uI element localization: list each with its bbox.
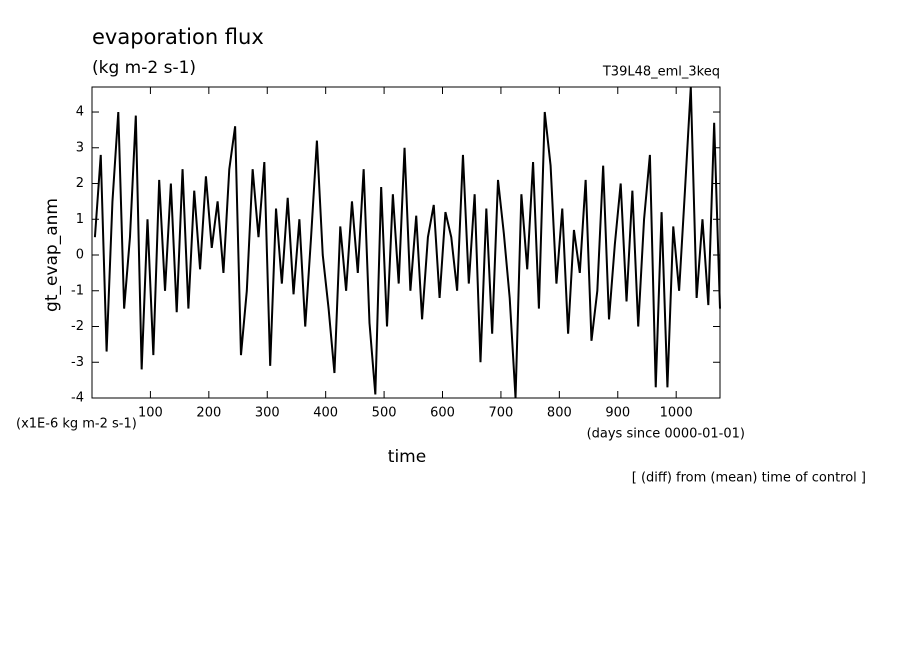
x-tick-label: 400 <box>313 406 338 421</box>
x-tick-label: 900 <box>605 406 630 421</box>
y-tick-label: 4 <box>76 105 84 120</box>
x-tick-label: 600 <box>430 406 455 421</box>
y-unit: (x1E-6 kg m-2 s-1) <box>16 417 137 432</box>
note: [ (diff) from (mean) time of control ] <box>632 471 866 486</box>
y-tick-label: 3 <box>76 140 84 155</box>
y-tick-label: -2 <box>71 319 84 334</box>
y-tick-label: 1 <box>76 212 84 227</box>
x-tick-label: 200 <box>196 406 221 421</box>
y-tick-label: -1 <box>71 283 84 298</box>
chart-title: evaporation flux <box>92 25 264 49</box>
x-tick-label: 1000 <box>660 406 693 421</box>
x-tick-label: 300 <box>255 406 280 421</box>
y-axis-label: gt_evap_anm <box>42 198 62 312</box>
x-axis-label: time <box>388 447 426 467</box>
x-tick-label: 800 <box>547 406 572 421</box>
plot-frame <box>91 86 721 399</box>
x-tick-label: 500 <box>372 406 397 421</box>
chart-subtitle: (kg m-2 s-1) <box>92 58 196 78</box>
x-unit: (days since 0000-01-01) <box>587 427 745 442</box>
y-tick-label: -3 <box>71 355 84 370</box>
y-tick-label: 2 <box>76 176 84 191</box>
x-tick-label: 100 <box>138 406 163 421</box>
y-tick-label: 0 <box>76 248 84 263</box>
data-line <box>93 86 721 399</box>
x-tick-label: 700 <box>489 406 514 421</box>
y-tick-label: -4 <box>71 391 84 406</box>
run-label: T39L48_eml_3keq <box>602 65 720 80</box>
